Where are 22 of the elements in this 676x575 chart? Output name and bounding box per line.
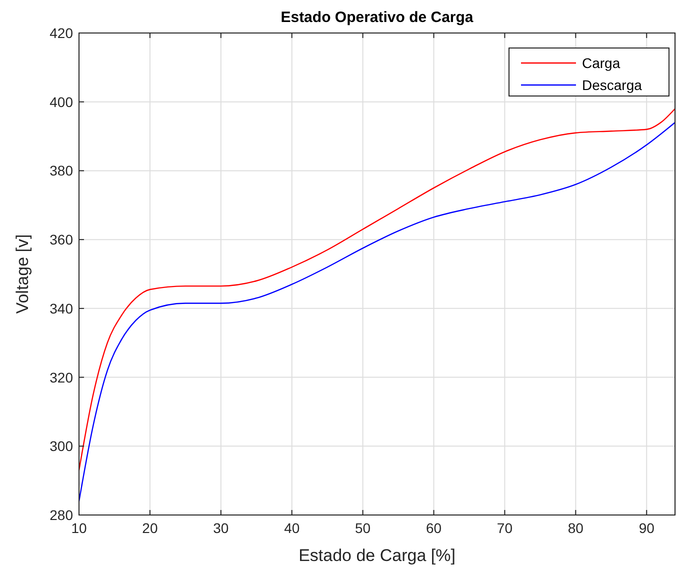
x-tick-label: 40 xyxy=(284,520,300,536)
x-tick-label: 50 xyxy=(355,520,371,536)
y-tick-label: 320 xyxy=(50,369,74,386)
legend-label: Descarga xyxy=(582,77,642,93)
x-tick-label: 90 xyxy=(638,520,655,536)
y-tick-label: 380 xyxy=(50,162,74,179)
x-tick-label: 80 xyxy=(568,520,584,536)
x-tick-label: 10 xyxy=(71,520,87,536)
x-axis-title: Estado de Carga [%] xyxy=(298,546,456,565)
x-tick-label: 30 xyxy=(213,520,229,536)
x-tick-label: 70 xyxy=(496,520,513,536)
legend-label: Carga xyxy=(582,55,620,71)
y-tick-label: 300 xyxy=(50,438,74,454)
y-tick-label: 340 xyxy=(50,300,74,316)
y-axis-title: Voltage [v] xyxy=(13,234,32,314)
y-tick-label: 420 xyxy=(50,25,74,41)
x-tick-label: 20 xyxy=(142,520,158,536)
x-tick-label: 60 xyxy=(426,520,442,536)
chart-title: Estado Operativo de Carga xyxy=(280,9,474,26)
y-tick-label: 280 xyxy=(50,507,74,523)
y-tick-label: 400 xyxy=(50,94,74,110)
y-tick-label: 360 xyxy=(50,232,74,248)
